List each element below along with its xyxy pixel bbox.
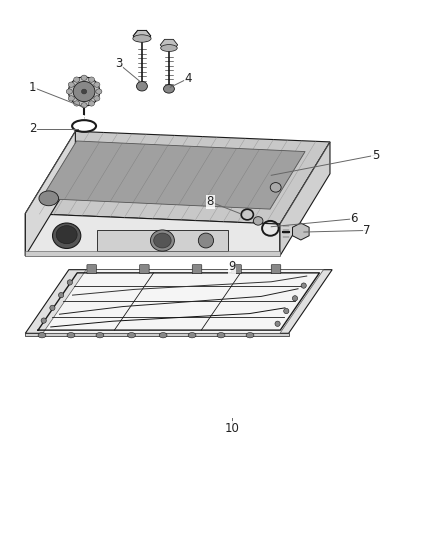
Ellipse shape	[270, 183, 281, 192]
FancyBboxPatch shape	[140, 265, 149, 274]
Ellipse shape	[301, 283, 306, 288]
Ellipse shape	[88, 77, 95, 82]
Ellipse shape	[96, 89, 102, 94]
Polygon shape	[25, 131, 330, 224]
Ellipse shape	[73, 82, 95, 102]
FancyBboxPatch shape	[87, 265, 96, 274]
Ellipse shape	[133, 35, 151, 42]
Text: 9: 9	[228, 260, 236, 273]
Ellipse shape	[154, 233, 171, 248]
Ellipse shape	[50, 305, 55, 311]
Ellipse shape	[66, 89, 72, 94]
Polygon shape	[25, 251, 280, 256]
Ellipse shape	[163, 85, 174, 93]
Text: 6: 6	[350, 212, 358, 225]
Ellipse shape	[94, 82, 100, 87]
Text: 10: 10	[225, 422, 240, 435]
Ellipse shape	[161, 45, 177, 52]
Ellipse shape	[68, 82, 74, 87]
Ellipse shape	[159, 333, 167, 338]
Polygon shape	[97, 230, 228, 251]
Ellipse shape	[53, 223, 81, 248]
Ellipse shape	[41, 318, 46, 323]
Ellipse shape	[81, 75, 87, 80]
Ellipse shape	[56, 225, 77, 244]
Text: 8: 8	[207, 195, 214, 208]
Ellipse shape	[96, 333, 104, 338]
Ellipse shape	[150, 230, 174, 251]
Polygon shape	[43, 270, 323, 333]
Ellipse shape	[246, 333, 254, 338]
Ellipse shape	[188, 333, 196, 338]
Polygon shape	[25, 214, 280, 256]
FancyBboxPatch shape	[232, 265, 241, 274]
Ellipse shape	[88, 101, 95, 106]
Ellipse shape	[94, 96, 100, 101]
Ellipse shape	[137, 82, 148, 91]
Text: 7: 7	[363, 224, 371, 237]
Ellipse shape	[67, 280, 72, 285]
Ellipse shape	[284, 309, 289, 314]
Ellipse shape	[81, 103, 87, 108]
Ellipse shape	[68, 77, 100, 106]
Ellipse shape	[59, 293, 64, 298]
Ellipse shape	[217, 333, 225, 338]
Ellipse shape	[68, 96, 74, 101]
Polygon shape	[293, 223, 309, 240]
Polygon shape	[133, 30, 151, 42]
Polygon shape	[160, 39, 178, 51]
Ellipse shape	[253, 216, 263, 225]
Ellipse shape	[74, 101, 80, 106]
Ellipse shape	[81, 89, 87, 94]
Text: 3: 3	[115, 58, 123, 70]
FancyBboxPatch shape	[192, 265, 202, 274]
Ellipse shape	[127, 333, 135, 338]
Polygon shape	[42, 141, 305, 209]
Ellipse shape	[74, 77, 80, 82]
Polygon shape	[25, 270, 332, 333]
Ellipse shape	[39, 191, 59, 206]
Ellipse shape	[293, 296, 297, 301]
FancyBboxPatch shape	[271, 265, 281, 274]
Text: 4: 4	[185, 72, 192, 85]
Polygon shape	[280, 142, 330, 256]
Ellipse shape	[67, 333, 75, 338]
Ellipse shape	[38, 333, 46, 338]
Ellipse shape	[198, 233, 214, 248]
Polygon shape	[25, 333, 289, 336]
Text: 2: 2	[29, 122, 36, 135]
Text: 1: 1	[29, 81, 36, 94]
Text: 5: 5	[372, 149, 379, 161]
Ellipse shape	[275, 321, 280, 326]
Polygon shape	[25, 131, 75, 256]
